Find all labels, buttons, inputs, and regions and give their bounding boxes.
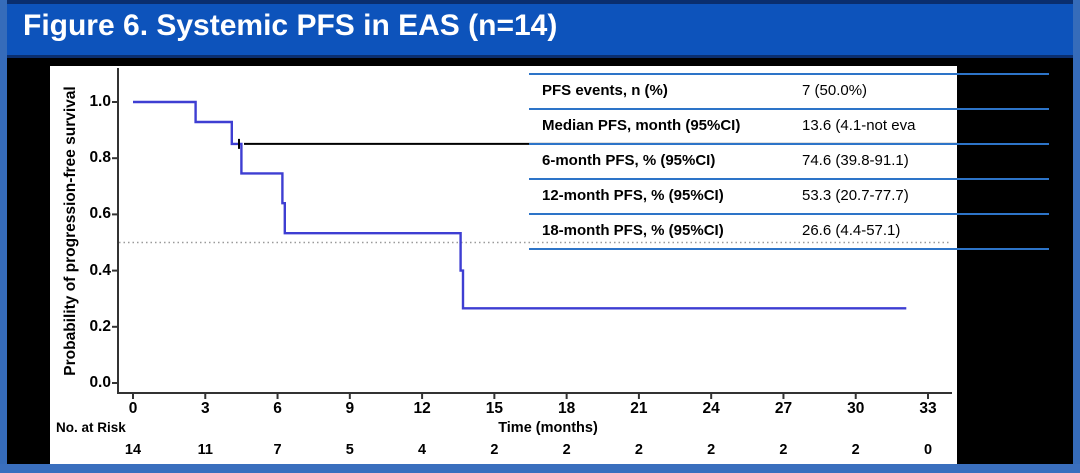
- stats-row-value: 74.6 (39.8-91.1): [802, 152, 909, 169]
- x-tick-label: 24: [702, 400, 720, 417]
- at-risk-label: No. at Risk: [56, 420, 126, 435]
- x-tick-label: 6: [273, 400, 282, 417]
- x-tick-label: 3: [200, 400, 210, 417]
- x-tick-label: 12: [413, 400, 431, 417]
- at-risk-value: 2: [779, 442, 788, 458]
- stats-row-label: 6-month PFS, % (95%CI): [542, 152, 716, 169]
- at-risk-value: 2: [490, 442, 499, 458]
- stats-row: Median PFS, month (95%CI) 13.6 (4.1-not e…: [529, 108, 957, 143]
- plot-panel: [50, 66, 957, 464]
- frame-bottom: [0, 464, 1080, 473]
- figure-header: Figure 6. Systemic PFS in EAS (n=14): [0, 0, 1080, 58]
- x-tick-label: 21: [630, 400, 648, 417]
- y-tick-label: 0.4: [89, 261, 111, 279]
- at-risk-value: 14: [124, 442, 142, 458]
- frame-left: [0, 0, 7, 473]
- y-tick-label: 0.0: [89, 374, 111, 391]
- stats-table-border: [529, 213, 1049, 215]
- censor-mark: [238, 138, 1080, 149]
- figure-title: Figure 6. Systemic PFS in EAS (n=14): [23, 9, 558, 42]
- x-axis-title: Time (months): [498, 420, 598, 436]
- at-risk-value: 5: [345, 442, 354, 458]
- at-risk-value: 2: [634, 442, 643, 458]
- stats-row-label: 12-month PFS, % (95%CI): [542, 187, 724, 204]
- stats-table: PFS events, n (%) 7 (50.0%) Median PFS, mo…: [529, 73, 957, 250]
- at-risk-value: 7: [273, 442, 282, 458]
- frame-right: [1073, 0, 1080, 473]
- y-tick-label: 0.8: [89, 149, 111, 167]
- x-tick-label: 9: [345, 400, 355, 417]
- at-risk-value: 2: [851, 442, 860, 458]
- stats-row-value: 26.6 (4.4-57.1): [802, 222, 901, 239]
- y-tick-label: 1.0: [89, 93, 111, 110]
- stats-row-value: 53.3 (20.7-77.7): [802, 187, 909, 204]
- at-risk-value: 4: [418, 442, 427, 458]
- stats-row: 12-month PFS, % (95%CI) 53.3 (20.7-77.7): [529, 178, 957, 213]
- y-tick-label: 0.6: [89, 205, 111, 223]
- at-risk-value: 2: [562, 442, 571, 458]
- stats-table-border: [529, 73, 1049, 75]
- stats-row-label: PFS events, n (%): [542, 82, 668, 99]
- x-tick-label: 30: [847, 400, 865, 417]
- stats-table-border: [529, 178, 1049, 180]
- stats-row-value: 7 (50.0%): [802, 82, 868, 99]
- stats-row: 18-month PFS, % (95%CI) 26.6 (4.4-57.1): [529, 213, 957, 248]
- stats-row-label: 18-month PFS, % (95%CI): [542, 222, 724, 239]
- at-risk-value: 0: [923, 442, 933, 458]
- stats-table-border: [529, 248, 1049, 250]
- x-tick-label: 27: [774, 400, 793, 417]
- stats-row-label: Median PFS, month (95%CI): [542, 117, 741, 134]
- stats-row: PFS events, n (%) 7 (50.0%): [529, 73, 957, 108]
- x-tick-label: 33: [919, 400, 937, 417]
- y-tick-label: 0.2: [89, 317, 111, 335]
- x-tick-label: 15: [485, 400, 503, 417]
- stats-row-value: 13.6 (4.1-not eva: [802, 117, 916, 134]
- stats-table-border: [529, 143, 1049, 145]
- x-tick-label: 18: [558, 400, 576, 417]
- at-risk-value: 2: [707, 442, 716, 458]
- stats-table-border: [529, 108, 1049, 110]
- x-tick-label: 0: [128, 400, 138, 417]
- at-risk-value: 11: [197, 442, 213, 458]
- stats-row: 6-month PFS, % (95%CI) 74.6 (39.8-91.1): [529, 143, 957, 178]
- km-step-curve: [133, 100, 907, 310]
